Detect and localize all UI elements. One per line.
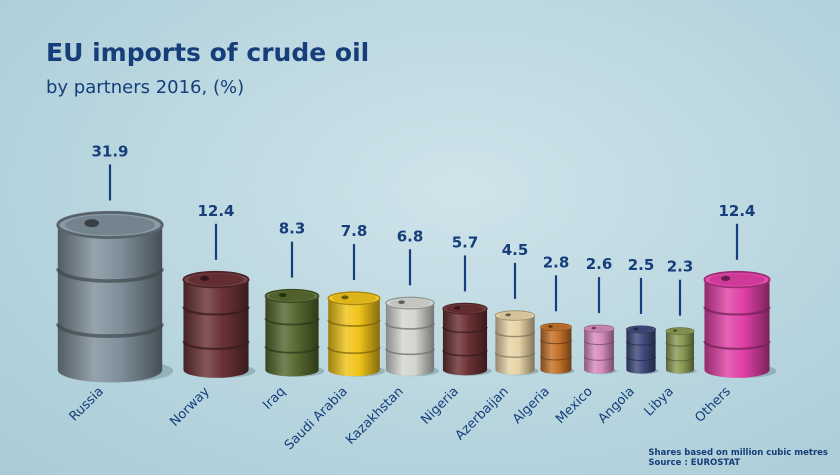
- value-label: 2.6: [586, 255, 613, 273]
- value-label: 12.4: [197, 202, 234, 220]
- value-label: 2.3: [667, 258, 694, 276]
- category-label: Others: [692, 384, 734, 426]
- barrel-libya: [665, 327, 697, 375]
- category-label: Kazakhstan: [343, 384, 407, 448]
- category-label: Saudi Arabia: [282, 384, 351, 453]
- barrel-nigeria: [442, 302, 492, 376]
- footnote-basis: Shares based on million cubic metres: [648, 447, 828, 458]
- category-label: Mexico: [553, 384, 596, 427]
- category-label: Norway: [167, 384, 213, 430]
- category-label: Iraq: [260, 384, 289, 413]
- barrel-azerbaijan: [494, 310, 539, 376]
- barrel-iraq: [264, 288, 325, 377]
- value-label: 12.4: [718, 202, 755, 220]
- footnote: Shares based on million cubic metres Sou…: [648, 448, 828, 469]
- barrel-mexico: [583, 324, 618, 375]
- barrel-norway: [182, 270, 256, 379]
- category-label: Angola: [595, 384, 637, 426]
- barrel-kazakhstan: [385, 296, 440, 377]
- barrel-russia: [55, 211, 174, 383]
- category-label: Nigeria: [418, 384, 461, 427]
- footnote-source: Source : EUROSTAT: [648, 458, 741, 469]
- barrel-angola: [625, 325, 659, 375]
- barrel-others: [703, 270, 777, 379]
- value-label: 7.8: [341, 222, 368, 240]
- value-label: 2.5: [628, 256, 655, 274]
- category-label: Russia: [67, 384, 107, 424]
- value-label: 8.3: [279, 220, 306, 238]
- barrel-algeria: [539, 322, 575, 375]
- category-label: Algeria: [510, 384, 553, 427]
- value-label: 31.9: [91, 142, 128, 160]
- chart-subtitle: by partners 2016, (%): [46, 77, 245, 98]
- value-label: 4.5: [502, 241, 529, 259]
- value-label: 5.7: [452, 233, 479, 251]
- chart-title: EU imports of crude oil: [46, 38, 370, 67]
- category-label: Libya: [642, 384, 677, 419]
- category-label: Azerbaijan: [453, 384, 512, 443]
- barrel-saudi-arabia: [327, 291, 386, 377]
- value-label: 2.8: [543, 253, 570, 271]
- value-label: 6.8: [397, 227, 424, 245]
